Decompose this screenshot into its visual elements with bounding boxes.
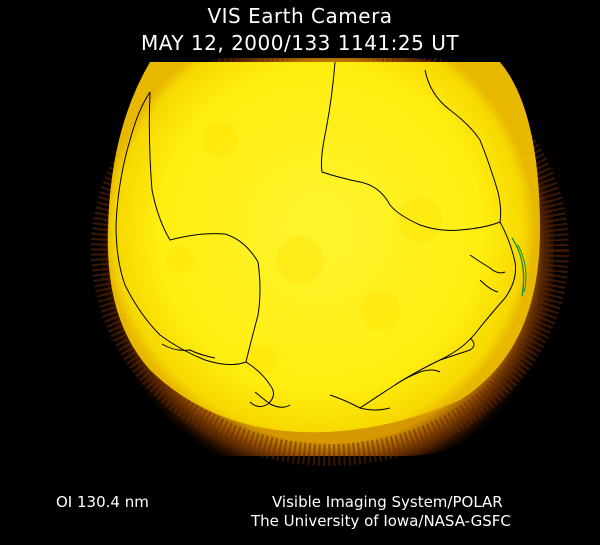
earth-disk [107,62,540,433]
terminator-arc-inner [517,244,527,293]
speckle-halo [91,58,569,466]
image-datetime: MAY 12, 2000/133 1141:25 UT [140,31,460,55]
wavelength-label: OI 130.4 nm [56,493,149,511]
instrument-label: Visible Imaging System/POLAR [272,493,503,511]
coastlines [115,61,516,411]
institution-label: The University of Iowa/NASA-GSFC [251,512,511,530]
disk-mottling [166,122,442,376]
terminator-arc [511,237,525,297]
image-title: VIS Earth Camera [207,4,393,28]
